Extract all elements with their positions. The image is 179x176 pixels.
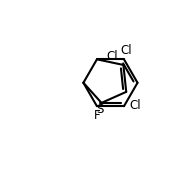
Text: S: S: [96, 103, 104, 116]
Text: Cl: Cl: [120, 44, 132, 57]
Text: F: F: [94, 109, 100, 122]
Text: Cl: Cl: [107, 50, 118, 63]
Text: Cl: Cl: [130, 99, 141, 112]
